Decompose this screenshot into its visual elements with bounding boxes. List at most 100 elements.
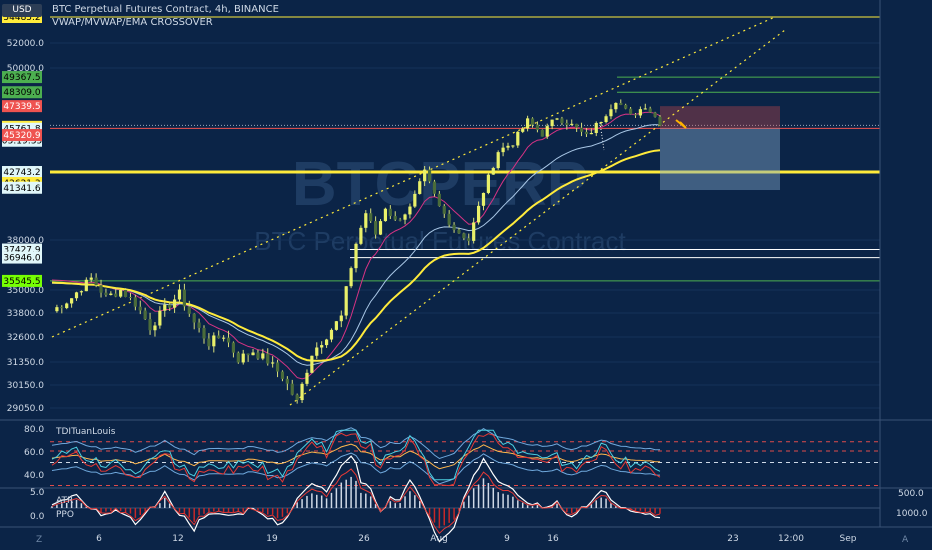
candle-body (481, 192, 486, 206)
price-tag: 37427.9 (3, 246, 40, 256)
candle-body (599, 121, 603, 123)
candle-body (545, 126, 549, 137)
horizontal-levels (50, 16, 880, 282)
candle-body (315, 347, 319, 356)
candle-body (266, 353, 270, 364)
candles (55, 99, 662, 404)
candle-body (516, 131, 520, 146)
long-position-box[interactable] (660, 106, 780, 191)
corner-left[interactable]: Z (36, 535, 42, 545)
price-axis[interactable]: 52000.0 50000.0 38000.0 35000.0 33800.0 32600… (7, 39, 44, 414)
candle-body (55, 307, 59, 312)
price-tick-label: 52000.0 (7, 39, 44, 49)
time-axis[interactable]: 6 12 19 26 Aug 9 16 23 12:00 Sep (96, 534, 857, 544)
tdi-tick-40: 40.0 (24, 471, 44, 481)
candle-body (462, 233, 466, 239)
candle-body (143, 310, 147, 320)
candle-body (565, 123, 569, 125)
price-tick-label: 32600.0 (7, 333, 44, 343)
candle-body (285, 378, 289, 384)
candle-body (300, 383, 304, 401)
candle-body (60, 307, 64, 309)
candle-body (526, 118, 530, 129)
time-tick-label: 9 (504, 534, 510, 544)
candle-body (202, 327, 206, 339)
price-tag-bg (2, 100, 42, 113)
candle-body (148, 319, 152, 331)
candle-body (521, 128, 525, 132)
candle-body (70, 298, 74, 304)
tdi-tick-60: 60.0 (24, 448, 44, 458)
time-tick-label: 12 (172, 534, 183, 544)
candle-body (128, 297, 133, 299)
take-profit-zone (660, 128, 780, 191)
tdi-lower-band (51, 452, 661, 485)
candle-body (555, 118, 559, 120)
price-tag: 36946.0 (3, 254, 40, 264)
candle-body (594, 122, 598, 134)
candle-body (467, 238, 471, 241)
candle-body (246, 353, 250, 356)
candle-body (310, 355, 314, 373)
price-tag: 47339.5 (3, 102, 40, 112)
atr-line (51, 468, 661, 535)
candle-body (530, 118, 535, 125)
price-tags: 54485.249367.548309.047339.545895.145790… (2, 11, 42, 287)
price-tag: 03:19:35 (2, 137, 42, 147)
candle-body (104, 292, 108, 295)
candle-body (339, 315, 343, 322)
time-tick-label: 16 (547, 534, 559, 544)
tdi-tick-80: 80.0 (24, 425, 44, 435)
candle-body (226, 337, 231, 343)
time-tick-label: 26 (358, 534, 370, 544)
price-tag: 35545.5 (3, 277, 40, 287)
candle-body (271, 362, 275, 364)
corner-right[interactable]: A (902, 535, 909, 545)
candle-body (320, 345, 324, 348)
candle-body (535, 124, 540, 130)
candle-body (119, 290, 123, 297)
candle-body (158, 310, 162, 326)
top-price-tag: 54485.2 (3, 13, 40, 23)
ema-slow (51, 149, 661, 362)
candle-body (187, 306, 191, 314)
candle-body (138, 306, 142, 311)
candle-body (560, 118, 564, 124)
candle-body (236, 352, 240, 363)
candle-body (163, 304, 167, 311)
candle-body (349, 268, 353, 287)
currency-badge[interactable]: USD (2, 4, 42, 17)
price-tick-label: 29050.0 (7, 404, 44, 414)
time-tick-label: 23 (727, 534, 738, 544)
price-tick-label: 38000.0 (7, 236, 44, 246)
candle-body (403, 214, 407, 220)
candle-body (344, 286, 348, 316)
atr-right-500: 500.0 (898, 489, 924, 499)
candle-body (197, 322, 201, 328)
candle-body (217, 335, 221, 339)
candle-body (251, 352, 255, 356)
price-tag-bg (2, 251, 42, 264)
candle-body (452, 224, 456, 230)
time-tick-label: 6 (96, 534, 102, 544)
candle-body (378, 221, 383, 235)
candle-body (486, 174, 490, 193)
tdi-upper-band (51, 427, 661, 460)
atr-right-1000: 1000.0 (896, 509, 928, 519)
candle-body (501, 147, 505, 153)
price-tick-label: 50000.0 (7, 64, 44, 74)
price-tag-bg (2, 86, 42, 99)
candle-body (329, 329, 334, 340)
candle-body (589, 133, 593, 135)
candle-body (496, 152, 500, 169)
candle-body (256, 352, 260, 359)
candle-body (658, 116, 662, 126)
candle-body (570, 123, 574, 125)
ema-fast (51, 111, 661, 380)
candle-body (628, 108, 633, 115)
tdi-label: TDITuanLouis (55, 427, 116, 437)
price-tag-bg (2, 122, 42, 135)
tdi-panel (50, 427, 880, 487)
candle-body (280, 371, 285, 379)
